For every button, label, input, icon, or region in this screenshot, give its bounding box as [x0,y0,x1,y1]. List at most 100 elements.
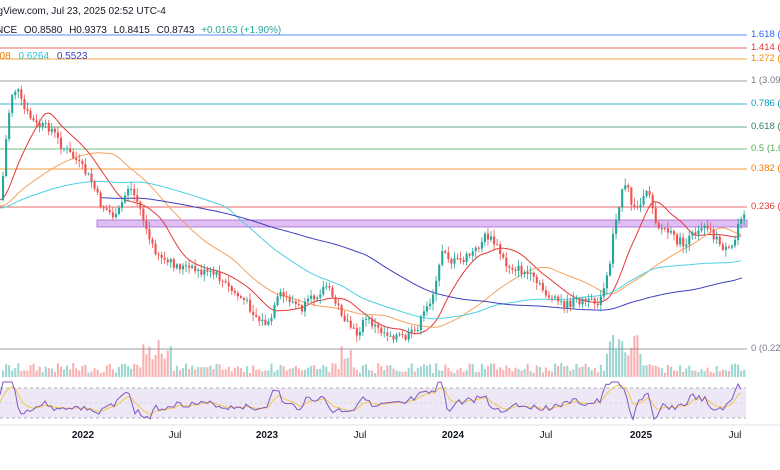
volume-bar [148,346,151,377]
candle-body [105,208,108,210]
candle-body [429,303,432,307]
candle-body [59,137,63,149]
fib-level-label: 1.272 ( [751,53,780,64]
candle-body [514,269,517,271]
volume-bar [462,371,465,377]
volume-bar [727,371,730,377]
candle-body [346,320,349,322]
volume-bar [209,365,212,377]
volume-bar [151,359,154,377]
volume-bar [645,365,648,377]
candle-body [38,122,41,127]
candle-body [709,228,712,230]
candle-body [191,265,194,268]
candle-body [383,332,386,334]
volume-bar [236,366,239,377]
candle-body [554,296,557,298]
volume-bar [410,363,413,377]
candle-body [401,334,404,336]
volume-bar [29,365,32,377]
candle-body [20,89,23,99]
volume-bar [575,363,578,377]
volume-bar [14,368,17,377]
candle-body [239,296,242,298]
candle-body [215,271,218,275]
candle-body [734,239,737,246]
candle-body [331,287,334,298]
volume-bar [599,364,602,377]
volume-bar [483,368,486,377]
volume-bar [715,365,718,377]
time-axis-label: Jul [728,430,742,441]
volume-bar [557,365,560,377]
candle-body [386,332,389,336]
volume-bar [17,363,20,377]
candle-body [441,251,444,265]
candle-body [117,207,120,215]
volume-bar [404,371,407,377]
volume-bar [642,365,645,377]
volume-bar [307,367,310,377]
candle-body [486,233,490,240]
volume-bar [26,370,29,377]
rsi-pane [0,381,746,422]
candle-body [63,148,66,150]
candle-body [291,301,294,303]
candle-body [483,233,486,242]
volume-bar [285,370,288,377]
candle-body [352,327,355,329]
candle-body [23,98,26,110]
volume-bar [730,364,734,377]
close-value: C0.8743 [156,25,195,36]
candle-body [416,330,419,332]
candle-body [310,295,313,299]
candle-body [224,281,227,283]
volume-bar [154,355,157,377]
volume-bar [608,341,612,377]
volume-bar [663,372,666,377]
candle-body [17,89,20,92]
candle-body [526,272,529,274]
volume-bar [361,365,364,377]
volume-bar [291,368,294,377]
volume-bar [612,334,615,377]
volume-bar [590,370,593,377]
volume-bar [666,364,669,377]
volume-bar [282,366,285,377]
candle-body [371,318,374,327]
candle-body [666,228,669,233]
candle-body [377,324,380,328]
candle-body [163,257,166,260]
candle-body [608,263,612,276]
volume-bar [264,370,267,377]
time-axis-label: Jul [168,430,182,441]
time-axis-label: 2022 [71,430,95,441]
volume-bar [435,363,438,377]
candle-body [700,228,703,231]
volume-bar [697,371,700,377]
volume-bar [523,368,526,377]
candle-body [249,299,252,312]
candle-body [255,314,258,317]
volume-bar [303,369,307,377]
volume-bar [682,371,685,377]
candle-body [669,231,673,233]
volume-bar [526,363,529,377]
candle-body [209,270,212,272]
moving-average-legend: 808 0.6264 0.5523 [0,51,92,62]
candle-body [69,148,72,153]
volume-bar [191,365,194,377]
volume-bar [185,363,188,377]
volume-bar [374,372,377,377]
candle-body [108,209,111,213]
volume-bar [75,368,78,377]
candle-body [8,112,11,140]
candle-body [410,329,413,333]
volume-bar [389,365,392,377]
candle-body [50,128,53,132]
volume-bar [743,369,746,377]
volume-bar [621,341,624,377]
volume-bar [206,367,209,377]
volume-bar [175,365,178,377]
